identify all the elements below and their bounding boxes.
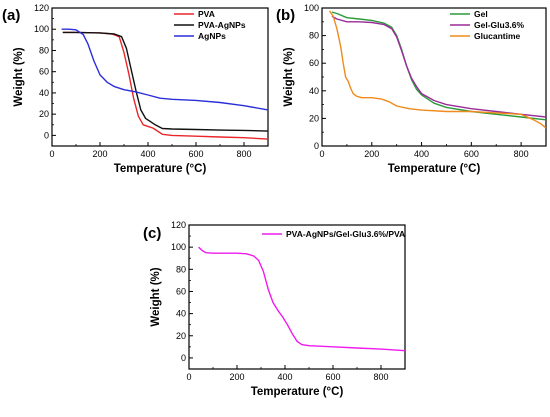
y-tick-label: 120	[34, 3, 49, 13]
y-tick-label: 100	[34, 24, 49, 34]
legend-label: PVA-AgNPs/Gel-Glu3.6%/PVA	[286, 229, 405, 239]
y-tick-label: 0	[44, 130, 49, 140]
legend-label: PVA	[198, 9, 215, 19]
x-tick-label: 400	[414, 149, 429, 159]
x-tick-label: 600	[188, 149, 203, 159]
x-tick-label: 800	[514, 149, 529, 159]
panel-c: 0 200 400 600 800 0 20 40 60 80 100 120 Temperature …	[143, 220, 406, 398]
y-tick-label: 80	[39, 45, 49, 55]
x-tick-label: 400	[277, 372, 292, 382]
x-tick-label: 800	[236, 149, 251, 159]
panel-label: (a)	[2, 7, 20, 24]
x-tick-label: 600	[464, 149, 479, 159]
y-tick-label: 20	[309, 113, 319, 123]
y-tick-label: 80	[176, 264, 186, 274]
panel-a: 0 200 400 600 800 0 20 40 60 80 100 120 Temperature …	[2, 3, 269, 175]
x-tick-label: 0	[186, 372, 191, 382]
y-tick-label: 60	[39, 67, 49, 77]
panel-label: (c)	[143, 225, 161, 242]
legend-label: Gel-Glu3.6%	[474, 20, 525, 30]
y-axis-title: Weight (%)	[283, 47, 295, 106]
series-line-gel-glu3-6-	[331, 15, 546, 118]
series-line-glucantime	[328, 10, 546, 129]
y-tick-label: 100	[304, 3, 319, 13]
plot-frame	[188, 224, 406, 370]
x-tick-label: 200	[92, 149, 107, 159]
y-tick-label: 20	[176, 331, 186, 341]
y-tick-label: 0	[181, 353, 186, 363]
series-line-agnps	[61, 28, 268, 111]
x-tick-label: 0	[49, 149, 54, 159]
legend-label: Glucantime	[474, 31, 521, 41]
y-tick-label: 100	[171, 242, 186, 252]
y-tick-label: 40	[39, 88, 49, 98]
x-axis-title: Temperature (°C)	[388, 163, 481, 175]
series-line-pva-agnps-gel-glu3-6-pva	[198, 246, 405, 352]
y-tick-label: 120	[171, 220, 186, 230]
legend-label: PVA-AgNPs	[198, 20, 246, 30]
x-tick-label: 0	[319, 149, 324, 159]
y-tick-label: 60	[176, 286, 186, 296]
y-tick-label: 40	[176, 309, 186, 319]
x-tick-label: 800	[373, 372, 388, 382]
panel-label: (b)	[276, 7, 295, 24]
x-axis-title: Temperature (°C)	[251, 386, 344, 398]
y-tick-label: 60	[309, 58, 319, 68]
x-tick-label: 600	[325, 372, 340, 382]
x-tick-label: 200	[229, 372, 244, 382]
series-line-pva-agnps	[62, 31, 268, 132]
series-line-pva	[62, 31, 268, 140]
x-tick-label: 400	[140, 149, 155, 159]
y-tick-label: 0	[314, 141, 319, 151]
y-tick-label: 40	[309, 86, 319, 96]
legend-label: AgNPs	[198, 31, 226, 41]
panel-b: 0 200 400 600 800 0 20 40 60 80 100 Temperature (°C…	[276, 3, 547, 175]
x-tick-label: 200	[364, 149, 379, 159]
y-axis-title: Weight (%)	[13, 47, 25, 106]
y-tick-label: 80	[309, 31, 319, 41]
plot-frame	[51, 7, 269, 147]
y-tick-label: 20	[39, 109, 49, 119]
legend-label: Gel	[474, 9, 488, 19]
y-axis-title: Weight (%)	[150, 267, 162, 326]
x-axis-title: Temperature (°C)	[114, 163, 207, 175]
